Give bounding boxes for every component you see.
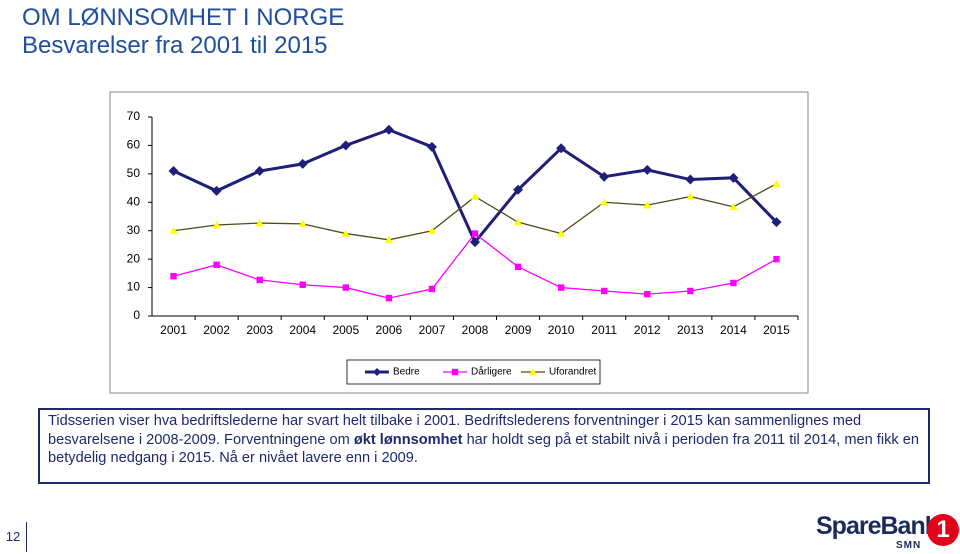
y-tick-label: 50 xyxy=(127,166,141,180)
x-tick-label: 2007 xyxy=(419,323,446,337)
marker xyxy=(212,221,221,229)
y-tick-label: 20 xyxy=(127,251,141,265)
marker xyxy=(170,273,177,280)
title-block: OM LØNNSOMHET I NORGE Besvarelser fra 20… xyxy=(22,4,344,60)
marker xyxy=(451,368,459,376)
marker xyxy=(557,229,566,237)
marker xyxy=(256,276,263,284)
chart: 0 10 20 30 40 50 60 70 2001 2002 2003 2004 2005 2006 2… xyxy=(109,91,809,394)
marker xyxy=(685,174,696,185)
marker xyxy=(384,235,393,244)
text: Tidsserien viser hva bedriftslederne har… xyxy=(48,413,862,448)
page-number: 12 xyxy=(0,522,27,552)
legend-label: Uforandret xyxy=(549,367,596,378)
y-tick-label: 10 xyxy=(127,280,141,294)
x-tick-label: 2010 xyxy=(548,323,575,337)
marker xyxy=(772,179,781,188)
slide-subtitle: Besvarelser fra 2001 til 2015 xyxy=(22,32,328,59)
marker xyxy=(428,285,436,293)
marker xyxy=(729,202,738,211)
x-tick-label: 2002 xyxy=(203,323,230,337)
marker xyxy=(471,230,479,237)
marker xyxy=(600,198,609,206)
marker xyxy=(169,226,178,234)
y-tick-label: 40 xyxy=(127,194,141,208)
marker xyxy=(340,140,351,151)
legend-box xyxy=(346,359,601,385)
marker xyxy=(730,279,737,287)
chart-frame xyxy=(109,91,809,394)
marker xyxy=(299,281,306,288)
marker xyxy=(642,164,653,175)
logo: SpareBank 1 SMN xyxy=(816,512,960,554)
logo-name: SpareBank xyxy=(816,512,939,540)
legend-label: Dårligere xyxy=(471,366,512,378)
x-tick-label: 2014 xyxy=(720,323,747,337)
y-tick-label: 60 xyxy=(127,138,141,152)
marker xyxy=(385,294,393,302)
x-tick-label: 2011 xyxy=(591,323,617,337)
marker xyxy=(254,166,265,177)
x-tick-label: 2005 xyxy=(332,323,359,337)
y-tick-label: 70 xyxy=(127,109,141,123)
marker xyxy=(556,143,567,154)
x-tick-label: 2006 xyxy=(376,323,403,337)
marker xyxy=(213,261,220,269)
marker xyxy=(686,192,695,200)
marker xyxy=(298,219,307,228)
x-tick-label: 2009 xyxy=(505,323,532,337)
x-tick-label: 2015 xyxy=(763,323,790,337)
marker xyxy=(773,255,780,263)
marker xyxy=(168,166,179,177)
marker xyxy=(514,218,523,226)
marker xyxy=(771,217,782,228)
marker xyxy=(383,124,394,135)
bold-text: økt lønnsomhet xyxy=(353,431,463,448)
marker xyxy=(728,172,739,183)
marker xyxy=(599,171,610,182)
x-tick-label: 2008 xyxy=(462,323,489,337)
marker xyxy=(643,201,652,209)
marker xyxy=(529,368,537,376)
y-tick-label: 30 xyxy=(127,223,141,237)
x-tick-label: 2003 xyxy=(246,323,273,337)
logo-region: SMN xyxy=(896,540,922,551)
marker xyxy=(471,192,479,200)
marker xyxy=(557,284,565,291)
text: har holdt seg på et stabilt nivå i perio… xyxy=(48,431,919,467)
x-tick-label: 2004 xyxy=(289,323,316,337)
x-tick-label: 2012 xyxy=(634,323,661,337)
text-box: Tidsserien viser hva bedriftslederne har… xyxy=(38,408,930,484)
legend-label: Bedre xyxy=(393,367,420,378)
marker xyxy=(644,290,651,298)
x-tick-label: 2001 xyxy=(160,323,187,337)
logo-number: 1 xyxy=(927,514,959,546)
x-tick-label: 2013 xyxy=(677,323,704,337)
y-tick-label: 0 xyxy=(133,308,140,322)
marker xyxy=(211,185,222,196)
marker xyxy=(470,237,480,248)
marker xyxy=(373,368,381,376)
marker xyxy=(297,158,308,169)
marker xyxy=(342,284,349,291)
marker xyxy=(513,184,524,195)
marker xyxy=(341,229,350,237)
slide-title: OM LØNNSOMHET I NORGE xyxy=(22,4,345,31)
marker xyxy=(601,287,608,295)
marker xyxy=(255,219,264,227)
marker xyxy=(687,287,694,295)
marker xyxy=(514,263,522,271)
marker xyxy=(427,226,436,234)
marker xyxy=(426,141,437,152)
